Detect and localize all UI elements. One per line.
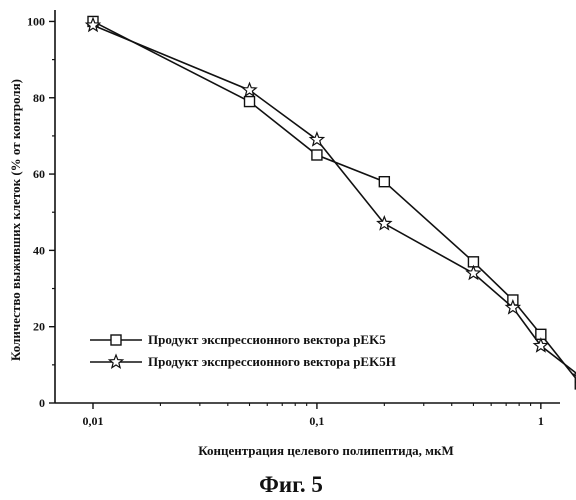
legend: Продукт экспрессионного вектора pEK5 Прод… <box>90 332 396 369</box>
x-axis-title: Концентрация целевого полипептида, мкМ <box>198 443 454 458</box>
series-line <box>93 25 576 376</box>
y-tick-label: 100 <box>27 14 45 28</box>
star-marker <box>109 355 122 368</box>
legend-label: Продукт экспрессионного вектора pEK5 <box>148 332 386 347</box>
plot-area <box>49 10 576 409</box>
star-marker <box>310 133 323 146</box>
y-tick-label: 40 <box>33 243 45 257</box>
square-marker <box>111 335 121 345</box>
square-marker <box>312 150 322 160</box>
y-tick-label: 20 <box>33 320 45 334</box>
legend-label: Продукт экспрессионного вектора pEK5H <box>148 354 396 369</box>
x-tick-label: 0,1 <box>309 414 324 428</box>
legend-item: Продукт экспрессионного вектора pEK5 <box>90 332 386 347</box>
square-marker <box>379 177 389 187</box>
series-star <box>86 18 576 382</box>
x-tick-label: 0,01 <box>83 414 104 428</box>
series-line <box>93 21 576 383</box>
y-tick-label: 0 <box>39 396 45 410</box>
x-tick-label: 1 <box>538 414 544 428</box>
square-marker <box>245 97 255 107</box>
y-tick-label: 80 <box>33 91 45 105</box>
figure-caption: Фиг. 5 <box>259 472 323 497</box>
y-axis-title: Количество выживших клеток (% от контрол… <box>8 79 23 361</box>
legend-item: Продукт экспрессионного вектора pEK5H <box>90 354 396 369</box>
y-tick-label: 60 <box>33 167 45 181</box>
